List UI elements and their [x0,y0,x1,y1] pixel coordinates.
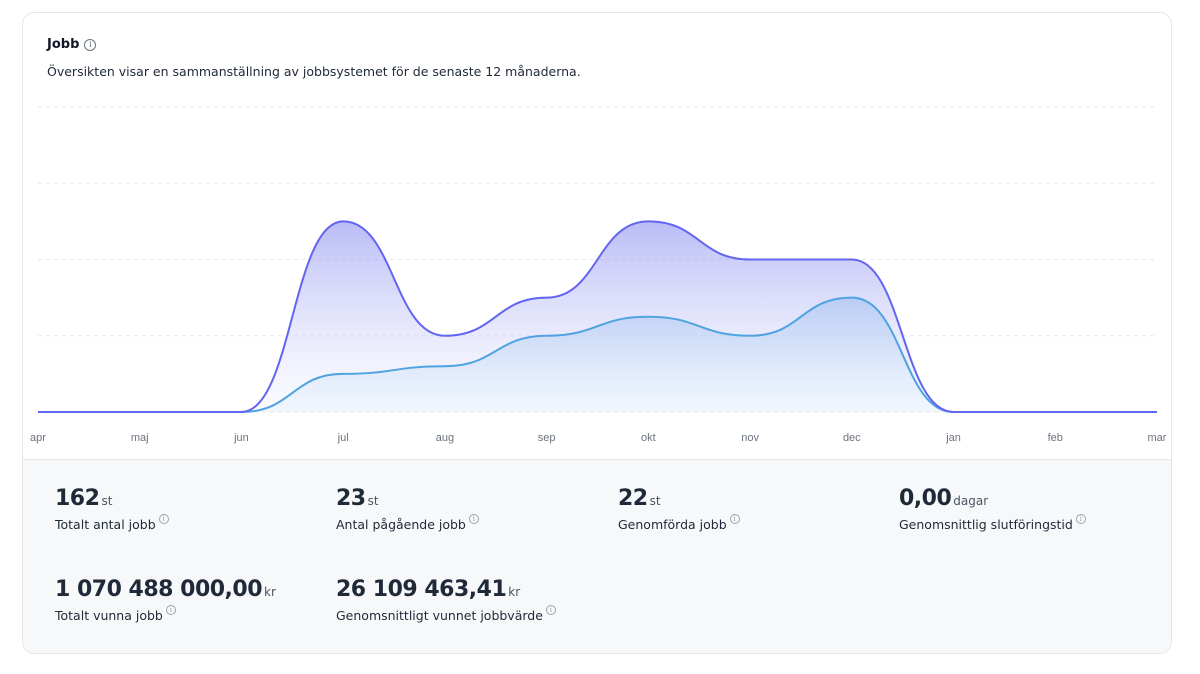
series-purple-line [37,220,1157,413]
stats-panel: 162 st Totalt antal jobb i 23 st Antal p… [23,459,1171,653]
x-tick-label: jan [945,432,961,444]
stat-unit: st [101,494,113,508]
stat-unit: dagar [953,494,989,508]
stat-unit: st [367,494,379,508]
stat-value: 22 [618,486,648,511]
stat-unit: kr [508,585,521,599]
stat-label: Antal pågående jobb [336,517,466,532]
series-purple-area [38,221,1157,412]
x-tick-label: aug [436,432,454,444]
stat-label: Totalt vunna jobb [55,608,163,623]
stat-avg-completion-time: 0,00 dagar Genomsnittlig slutföringstid … [899,486,1086,532]
stat-label: Genomsnittligt vunnet jobbvärde [336,608,543,623]
x-tick-label: sep [538,432,556,444]
stat-ongoing-jobs: 23 st Antal pågående jobb i [336,486,479,532]
card-header: Jobb i Översikten visar en sammanställni… [47,37,1147,79]
stat-value: 0,00 [899,486,952,511]
x-tick-label: okt [641,432,656,444]
stat-label: Genomsnittlig slutföringstid [899,517,1073,532]
info-icon[interactable]: i [1075,514,1086,524]
info-icon[interactable]: i [468,514,479,524]
stat-value: 26 109 463,41 [336,577,507,602]
x-tick-label: jun [233,432,249,444]
stat-value: 1 070 488 000,00 [55,577,263,602]
stat-total-jobs: 162 st Totalt antal jobb i [55,486,169,532]
chart-lines [37,220,1157,413]
x-tick-label: mar [1148,432,1167,444]
x-tick-label: apr [30,432,46,444]
stat-value: 23 [336,486,366,511]
info-icon[interactable]: i [545,605,556,615]
stat-total-won-jobs: 1 070 488 000,00 kr Totalt vunna jobb i [55,577,276,623]
x-tick-label: dec [843,432,861,444]
x-axis-ticks: apr maj jun jul aug sep okt nov dec jan feb mar [30,432,1167,444]
stat-avg-won-job-value: 26 109 463,41 kr Genomsnittligt vunnet j… [336,577,556,623]
stat-value: 162 [55,486,100,511]
stat-completed-jobs: 22 st Genomförda jobb i [618,486,740,532]
x-tick-label: jul [337,432,349,444]
x-tick-label: nov [741,432,759,444]
stat-unit: st [649,494,661,508]
x-tick-label: feb [1048,432,1063,444]
chart-areas [38,221,1157,412]
card-subtitle: Översikten visar en sammanställning av j… [47,64,581,79]
jobs-area-chart: apr maj jun jul aug sep okt nov dec jan feb mar [30,106,1167,444]
stat-label: Genomförda jobb [618,517,727,532]
x-tick-label: maj [131,432,149,444]
info-icon[interactable]: i [158,514,169,524]
card-title: Jobb [47,37,80,52]
info-icon[interactable]: i [84,38,97,51]
stat-label: Totalt antal jobb [55,517,156,532]
stat-unit: kr [264,585,276,599]
info-icon[interactable]: i [165,605,176,615]
info-icon[interactable]: i [729,514,740,524]
jobs-overview-card: Jobb i Översikten visar en sammanställni… [22,12,1172,654]
title-row: Jobb i [47,37,1147,52]
